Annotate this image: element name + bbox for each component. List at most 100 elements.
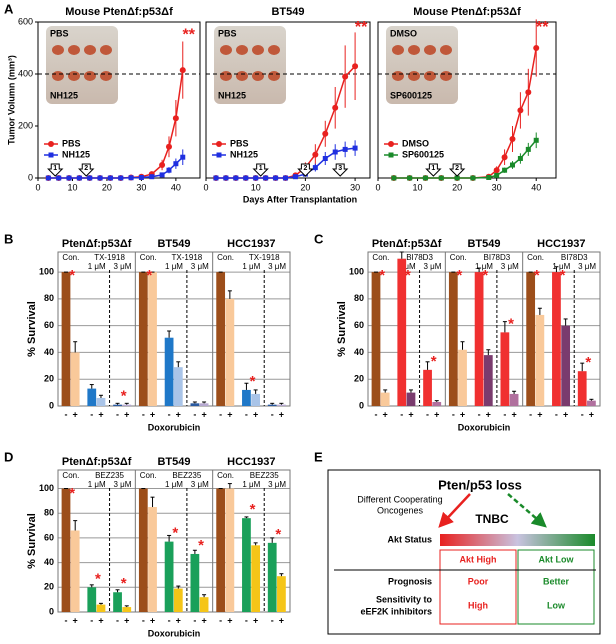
x-tick-label: - <box>64 409 67 419</box>
x-tick-label: - <box>168 409 171 419</box>
point <box>438 175 444 181</box>
point <box>342 73 349 80</box>
y-tick-label: 80 <box>44 508 54 518</box>
point <box>322 130 329 137</box>
x-tick-label: 30 <box>350 182 360 192</box>
arrow-label: 2 <box>455 165 459 172</box>
bar <box>251 545 261 612</box>
point <box>223 175 229 181</box>
y-tick-label: 100 <box>349 266 364 276</box>
y-tick-label: 20 <box>44 374 54 384</box>
x-tick-label: + <box>434 409 439 419</box>
point <box>159 172 165 178</box>
group-title: HCC1937 <box>537 238 585 250</box>
y-tick-label: 0 <box>28 172 33 182</box>
x-tick-label: + <box>253 409 258 419</box>
tumor <box>220 45 232 55</box>
tumor <box>392 45 404 55</box>
x-tick-label: + <box>227 615 232 625</box>
x-tick-label: - <box>64 615 67 625</box>
bar <box>225 298 235 406</box>
bar <box>251 393 261 406</box>
x-tick-label: + <box>98 409 103 419</box>
point <box>97 175 103 181</box>
point <box>332 104 339 111</box>
legend-marker <box>388 141 394 147</box>
x-tick-label: 40 <box>171 182 181 192</box>
point <box>213 175 219 181</box>
arrow-label: 1 <box>53 165 57 172</box>
bar <box>87 388 97 406</box>
bar <box>113 404 122 406</box>
y-tick-label: 40 <box>354 347 364 357</box>
arrow-label: 2 <box>84 165 88 172</box>
green-arrow <box>507 493 547 528</box>
significance: * <box>405 267 411 284</box>
treatment-label: BEZ235 <box>95 471 124 480</box>
akt-gradient <box>440 534 595 546</box>
row-label: Prognosis <box>388 576 432 586</box>
x-tick-label: + <box>563 409 568 419</box>
point <box>263 175 269 181</box>
inset-photo <box>214 26 286 104</box>
legend-marker <box>216 141 222 147</box>
x-tick-label: - <box>116 409 119 419</box>
x-tick-label: + <box>201 409 206 419</box>
tumor <box>220 71 232 81</box>
x-tick-label: + <box>486 409 491 419</box>
bar <box>61 488 71 612</box>
tumor <box>408 45 420 55</box>
treatment-label: 1 μM <box>242 480 260 489</box>
x-tick-label: - <box>219 615 222 625</box>
significance: ** <box>183 27 196 44</box>
point <box>352 145 358 151</box>
point <box>128 175 134 181</box>
x-tick-label: 30 <box>492 182 502 192</box>
tumor <box>440 45 452 55</box>
significance: * <box>147 267 153 284</box>
y-tick-label: 400 <box>18 68 33 78</box>
tumor <box>440 71 452 81</box>
bar <box>242 518 251 612</box>
tumor <box>84 45 96 55</box>
treatment-label: 3 μM <box>191 262 209 271</box>
treatment-label: Con. <box>140 253 157 262</box>
y-tick-label: 600 <box>18 16 33 26</box>
x-tick-label: - <box>245 409 248 419</box>
significance: * <box>250 373 256 390</box>
tumor <box>252 45 264 55</box>
bar <box>474 272 484 406</box>
panel-letter: D <box>4 449 13 464</box>
point <box>391 175 397 181</box>
bar <box>577 371 587 406</box>
tumor <box>100 71 112 81</box>
tumor <box>52 45 64 55</box>
bar <box>70 352 80 406</box>
point <box>533 45 540 51</box>
bar <box>138 488 148 612</box>
x-tick-label: - <box>142 409 145 419</box>
bar <box>267 542 277 612</box>
bar <box>164 337 174 406</box>
inset-label: SP600125 <box>390 90 432 100</box>
y-tick-label: 80 <box>354 293 364 303</box>
y-tick-label: 100 <box>39 266 54 276</box>
bar <box>225 488 235 612</box>
diagram: Pten/p53 loss Different Cooperating Onco… <box>327 469 601 635</box>
point <box>312 151 319 158</box>
x-tick-label: - <box>426 409 429 419</box>
treatment-label: BI78D3 <box>484 253 511 262</box>
bar <box>380 392 390 406</box>
point <box>283 175 289 181</box>
x-tick-label: 0 <box>375 182 380 192</box>
treatment-label: 1 μM <box>165 480 183 489</box>
x-axis-label: Doxorubicin <box>148 422 201 432</box>
significance: * <box>250 501 256 518</box>
point <box>422 175 428 181</box>
x-tick-label: - <box>478 409 481 419</box>
treatment-label: Con. <box>62 471 79 480</box>
x-tick-label: + <box>253 615 258 625</box>
point <box>149 174 155 180</box>
group-title: PtenΔf:p53Δf <box>372 238 442 250</box>
treatment-label: TX-1918 <box>94 253 125 262</box>
